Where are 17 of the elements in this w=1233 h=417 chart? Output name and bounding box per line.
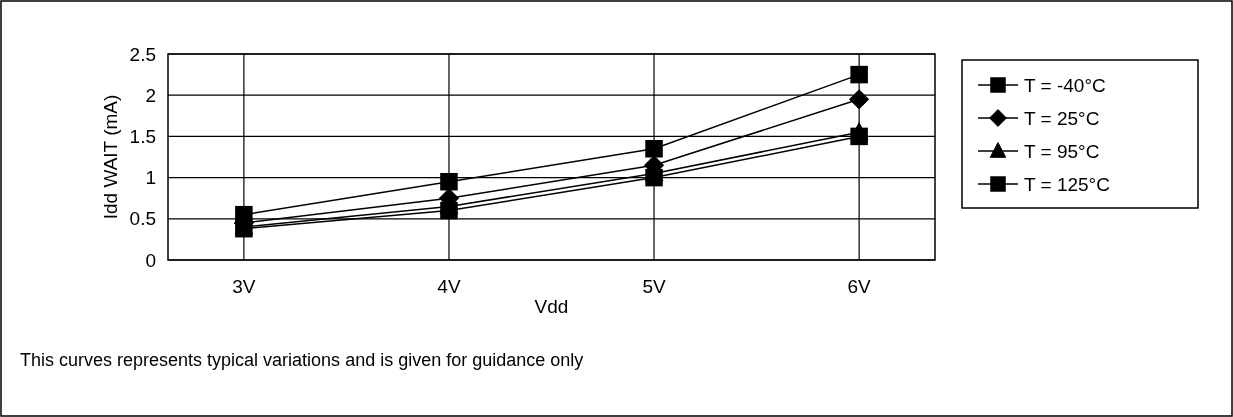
y-tick-label: 1 [145, 167, 156, 189]
y-tick-label: 1.5 [129, 125, 156, 147]
x-tick-label: 5V [642, 275, 666, 297]
y-tick-label: 2 [145, 84, 156, 106]
text: This curves represents typical variations and is given for guidance only [20, 350, 584, 370]
x-tick-label: 4V [437, 275, 461, 297]
legend-label: T = 25°C [1024, 107, 1100, 129]
legend-label: T = 95°C [1024, 140, 1100, 162]
x-axis-title: Vdd [534, 295, 569, 317]
x-tick-label: 6V [847, 275, 872, 297]
y-tick-label: 2.5 [129, 43, 156, 65]
y-axis-title: Idd WAIT (mA) [99, 94, 121, 220]
x-tick-label: 3V [232, 275, 256, 297]
legend-label: T = -40°C [1024, 74, 1106, 96]
legend-label: T = 125°C [1024, 173, 1110, 195]
y-tick-label: 0 [145, 249, 156, 271]
y-tick-label: 0.5 [129, 208, 156, 230]
